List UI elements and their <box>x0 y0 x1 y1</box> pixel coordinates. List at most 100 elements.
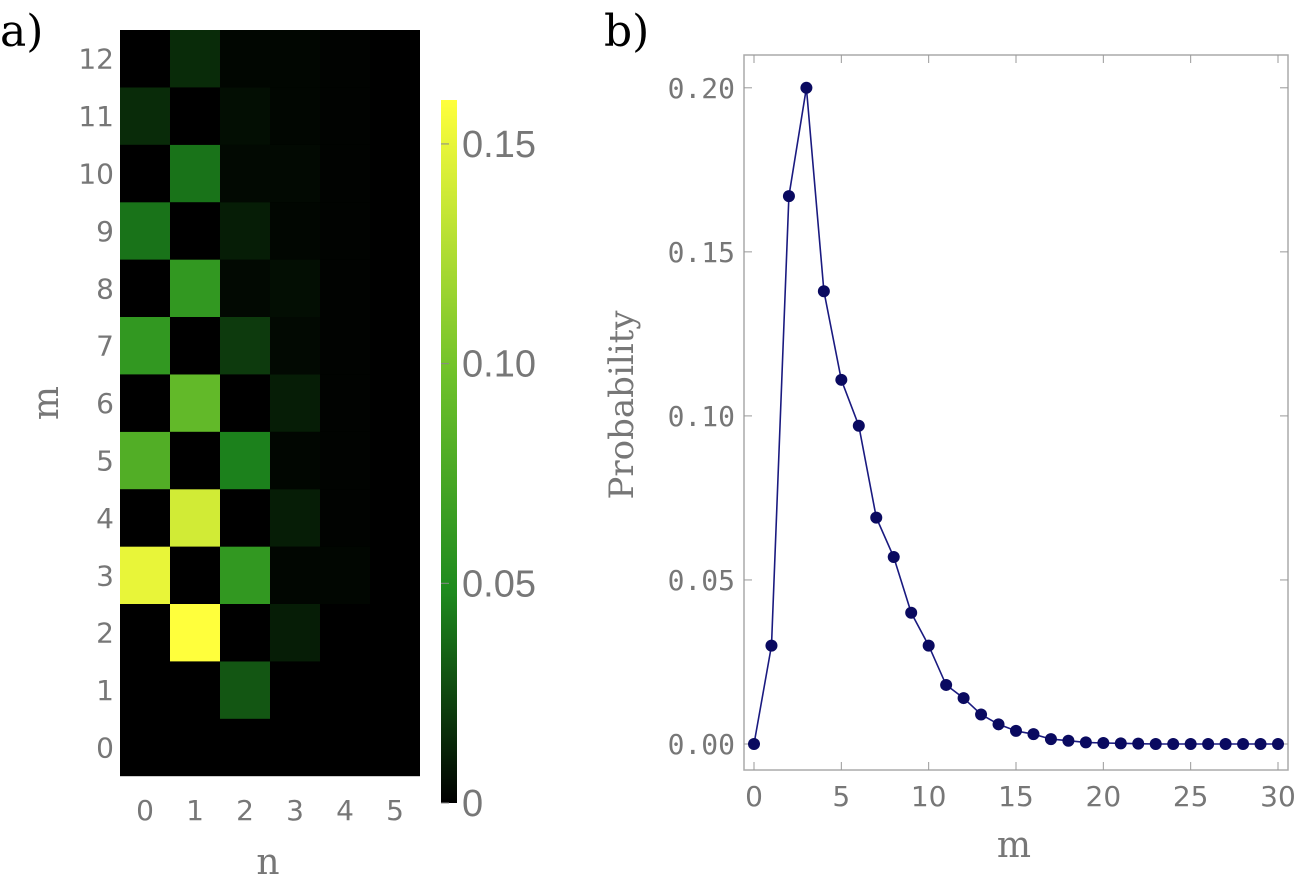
data-point-m11 <box>940 678 953 691</box>
data-point-m17 <box>1044 733 1057 746</box>
heatmap-cell-m12-n5 <box>370 30 420 88</box>
heatmap-cell-m6-n0 <box>120 374 170 432</box>
heatmap-y-tick-label: 9 <box>96 215 114 248</box>
heatmap-cell-m2-n5 <box>370 604 420 662</box>
y-tick-label: 0.15 <box>668 236 735 269</box>
heatmap-cell-m11-n4 <box>320 87 370 145</box>
line-plot-panel: 0.00 0.05 0.10 0.15 0.20 0 5 10 15 20 25 30 Probab… <box>602 54 1296 866</box>
heatmap-cell-m9-n4 <box>320 202 370 260</box>
heatmap-cell-m12-n0 <box>120 30 170 88</box>
heatmap-cell-m9-n2 <box>220 202 270 260</box>
plot-frame <box>743 54 1289 771</box>
y-tick-label: 0.05 <box>668 564 735 597</box>
data-point-m28 <box>1237 738 1250 750</box>
heatmap-cell-m12-n2 <box>220 30 270 88</box>
heatmap-cell-m7-n1 <box>170 317 220 375</box>
heatmap-y-tick-label: 5 <box>96 445 114 478</box>
heatmap-cell-m3-n3 <box>270 546 320 604</box>
heatmap-cell-m2-n2 <box>220 604 270 662</box>
colorbar-tick-label: 0.05 <box>462 563 536 605</box>
probability-series-points <box>748 81 1284 750</box>
colorbar: 0 0.05 0.10 0.15 <box>441 100 536 825</box>
heatmap-cell-m5-n4 <box>320 431 370 490</box>
heatmap-cell-m8-n5 <box>370 259 420 317</box>
heatmap-cell-m5-n1 <box>170 431 220 490</box>
heatmap-x-axis-title: n <box>256 842 279 883</box>
colorbar-tick-label: 0.10 <box>462 344 536 386</box>
heatmap-cell-m2-n1 <box>170 604 220 662</box>
heatmap-cell-m7-n5 <box>370 317 420 375</box>
heatmap-cell-m4-n5 <box>370 489 420 547</box>
heatmap-cell-m4-n2 <box>220 489 270 547</box>
heatmap-cell-m9-n1 <box>170 202 220 260</box>
data-point-m0 <box>748 738 760 750</box>
heatmap-cell-m7-n0 <box>120 317 170 375</box>
heatmap-cell-m4-n0 <box>120 489 170 547</box>
heatmap-cell-m0-n3 <box>270 718 320 777</box>
heatmap-cell-m11-n3 <box>270 87 320 145</box>
heatmap-cell-m6-n1 <box>170 374 220 432</box>
heatmap-y-tick-label: 0 <box>96 732 114 765</box>
heatmap-cell-m1-n4 <box>320 661 370 719</box>
heatmap-cell-m12-n1 <box>170 30 220 88</box>
x-tick-label: 15 <box>998 780 1034 813</box>
data-point-m27 <box>1219 738 1232 750</box>
heatmap-y-tick-label: 8 <box>96 272 114 305</box>
heatmap-cell-m2-n3 <box>270 604 320 662</box>
heatmap-cell-m8-n3 <box>270 259 320 317</box>
x-tick-label: 10 <box>911 780 947 813</box>
data-point-m22 <box>1132 737 1145 750</box>
heatmap-cell-m2-n4 <box>320 604 370 662</box>
data-point-m9 <box>905 606 918 619</box>
heatmap-cell-m5-n3 <box>270 431 320 490</box>
heatmap-cell-m4-n3 <box>270 489 320 547</box>
heatmap-cell-m8-n1 <box>170 259 220 317</box>
line-plot-x-axis-title: m <box>997 825 1031 866</box>
x-tick-label: 25 <box>1173 780 1209 813</box>
heatmap-y-tick-label: 4 <box>96 502 114 535</box>
x-tick-label: 30 <box>1260 780 1296 813</box>
heatmap-cell-m11-n1 <box>170 87 220 145</box>
data-point-m3 <box>800 81 813 94</box>
heatmap-cell-m9-n0 <box>120 202 170 260</box>
heatmap-cell-m8-n4 <box>320 259 370 317</box>
data-point-m24 <box>1167 738 1180 750</box>
colorbar-ticks: 0 0.05 0.10 0.15 <box>441 124 536 825</box>
line-plot-y-ticks: 0.00 0.05 0.10 0.15 0.20 <box>668 72 1288 761</box>
heatmap-x-tick-label: 1 <box>186 794 204 827</box>
heatmap-y-tick-label: 1 <box>96 674 114 707</box>
y-tick-label: 0.00 <box>668 728 735 761</box>
heatmap-cell-m3-n1 <box>170 546 220 604</box>
data-point-m21 <box>1114 737 1127 750</box>
y-tick-label: 0.10 <box>668 400 735 433</box>
heatmap-cell-m3-n5 <box>370 546 420 604</box>
heatmap-cell-m2-n0 <box>120 604 170 662</box>
heatmap-cell-m10-n3 <box>270 144 320 203</box>
data-point-m19 <box>1079 736 1092 749</box>
heatmap-cell-m10-n0 <box>120 144 170 203</box>
heatmap-y-tick-label: 10 <box>78 158 114 191</box>
heatmap-cell-m3-n4 <box>320 546 370 604</box>
heatmap-cell-m6-n3 <box>270 374 320 432</box>
heatmap-cell-m3-n2 <box>220 546 270 604</box>
data-point-m12 <box>957 692 970 705</box>
heatmap-cell-m11-n0 <box>120 87 170 145</box>
heatmap-y-axis-title: m <box>26 386 67 420</box>
heatmap-cell-m3-n0 <box>120 546 170 604</box>
heatmap-x-tick-label: 2 <box>236 794 254 827</box>
heatmap-cell-m9-n3 <box>270 202 320 260</box>
heatmap-y-tick-label: 7 <box>96 330 114 363</box>
heatmap-x-tick-label: 0 <box>136 794 154 827</box>
heatmap-cell-m4-n4 <box>320 489 370 547</box>
heatmap-cell-m1-n5 <box>370 661 420 719</box>
line-plot-x-ticks: 0 5 10 15 20 25 30 <box>745 55 1296 813</box>
heatmap-cell-m7-n4 <box>320 317 370 375</box>
heatmap-cell-m6-n4 <box>320 374 370 432</box>
heatmap-cell-m1-n1 <box>170 661 220 719</box>
colorbar-tick-label: 0.15 <box>462 124 536 166</box>
data-point-m8 <box>887 550 900 563</box>
colorbar-tick-label: 0 <box>462 783 483 825</box>
heatmap-cell-m11-n5 <box>370 87 420 145</box>
